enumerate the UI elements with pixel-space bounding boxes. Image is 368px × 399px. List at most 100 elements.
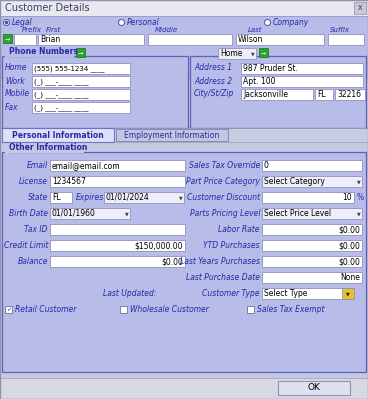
Text: 32216: 32216 (337, 90, 361, 99)
Bar (5, 144, 9, 154)
Text: None: None (340, 273, 360, 282)
Text: Last Purchase Date: Last Purchase Date (186, 273, 260, 282)
Text: →: → (261, 50, 266, 55)
Bar (50, 192, 72, 203)
Text: (_) ___-____ ____: (_) ___-____ ____ (34, 78, 88, 85)
Text: Address 1: Address 1 (194, 63, 232, 73)
Text: Mobile: Mobile (5, 89, 30, 99)
Text: Customer Type: Customer Type (202, 288, 260, 298)
Bar (76, 48, 85, 57)
Text: Phone Numbers: Phone Numbers (9, 47, 78, 57)
Text: Select Type: Select Type (264, 288, 307, 298)
Text: Apt. 100: Apt. 100 (243, 77, 276, 86)
Bar (0, 378, 368, 399)
Bar (262, 256, 362, 267)
Bar (259, 48, 268, 57)
Bar (2, 56, 188, 128)
Text: $150,000.00: $150,000.00 (134, 241, 183, 250)
Text: Middle: Middle (155, 27, 178, 33)
Text: Prefix: Prefix (22, 27, 42, 33)
Text: Work: Work (5, 77, 25, 85)
Text: email@email.com: email@email.com (52, 161, 121, 170)
Bar (50, 208, 130, 219)
Text: FL: FL (52, 193, 61, 202)
Circle shape (118, 20, 124, 26)
Text: First: First (46, 27, 61, 33)
Bar (241, 76, 363, 87)
Bar (50, 256, 185, 267)
Bar (3, 34, 12, 43)
Text: ▼: ▼ (357, 211, 361, 216)
Circle shape (5, 21, 8, 24)
Text: Parts Pricing Level: Parts Pricing Level (190, 209, 260, 217)
Bar (262, 208, 362, 219)
Text: Fax: Fax (5, 103, 18, 111)
Bar (32, 76, 130, 87)
Text: ▼: ▼ (251, 51, 255, 56)
Bar (32, 102, 130, 113)
Text: 0: 0 (264, 161, 269, 170)
Text: State: State (28, 192, 48, 201)
Circle shape (265, 20, 270, 26)
Bar (190, 56, 366, 128)
Bar (354, 2, 366, 14)
Text: Home: Home (220, 49, 243, 58)
Bar (32, 63, 130, 74)
Text: Tax ID: Tax ID (25, 225, 48, 233)
Text: Sales Tax Exempt: Sales Tax Exempt (257, 305, 325, 314)
Text: Email: Email (27, 160, 48, 170)
Text: Wilson: Wilson (238, 35, 263, 44)
Bar (0, 0, 368, 16)
Bar (328, 34, 364, 45)
Text: Personal: Personal (127, 18, 160, 27)
Bar (5, 306, 12, 313)
Text: (_) ___-____ ____: (_) ___-____ ____ (34, 104, 88, 111)
Bar (218, 48, 256, 59)
Bar (315, 89, 333, 100)
Text: Suffix: Suffix (330, 27, 350, 33)
Text: Credit Limit: Credit Limit (4, 241, 48, 249)
Bar (120, 306, 127, 313)
Text: Employment Information: Employment Information (124, 130, 220, 140)
Text: Last: Last (248, 27, 262, 33)
Text: Brian: Brian (40, 35, 60, 44)
Bar (14, 34, 36, 45)
Bar (50, 224, 185, 235)
Bar (2, 152, 366, 372)
Text: Labor Rate: Labor Rate (219, 225, 260, 233)
Bar (50, 240, 185, 251)
Text: →: → (5, 36, 10, 41)
Bar (335, 89, 365, 100)
Text: Personal Information: Personal Information (12, 130, 104, 140)
Text: YTD Purchases: YTD Purchases (204, 241, 260, 249)
Text: Retail Customer: Retail Customer (15, 305, 77, 314)
Bar (116, 129, 228, 141)
Circle shape (4, 20, 10, 26)
Text: Jacksonville: Jacksonville (243, 90, 288, 99)
Text: ▼: ▼ (346, 291, 350, 296)
Text: Birth Date: Birth Date (9, 209, 48, 217)
Bar (32, 89, 130, 100)
Text: 10: 10 (342, 193, 352, 202)
Text: Select Price Level: Select Price Level (264, 209, 331, 218)
Text: (555) 555-1234 ____: (555) 555-1234 ____ (34, 65, 105, 72)
Text: x: x (358, 4, 362, 12)
Bar (38, 34, 144, 45)
Bar (262, 224, 362, 235)
Bar (236, 34, 324, 45)
Text: Last Years Purchases: Last Years Purchases (180, 257, 260, 265)
Bar (0, 142, 368, 380)
Text: Balance: Balance (18, 257, 48, 265)
Text: (_) ___-____ ____: (_) ___-____ ____ (34, 91, 88, 98)
Text: $0.00: $0.00 (338, 225, 360, 234)
Bar (148, 34, 232, 45)
Text: 987 Pruder St.: 987 Pruder St. (243, 64, 298, 73)
Text: ▼: ▼ (357, 179, 361, 184)
Text: 01/01/1960: 01/01/1960 (52, 209, 96, 218)
Text: Wholesale Customer: Wholesale Customer (130, 305, 209, 314)
Bar (241, 89, 313, 100)
Text: %: % (357, 192, 364, 201)
Text: License: License (19, 176, 48, 186)
Bar (5, 48, 9, 58)
Text: Legal: Legal (12, 18, 33, 27)
